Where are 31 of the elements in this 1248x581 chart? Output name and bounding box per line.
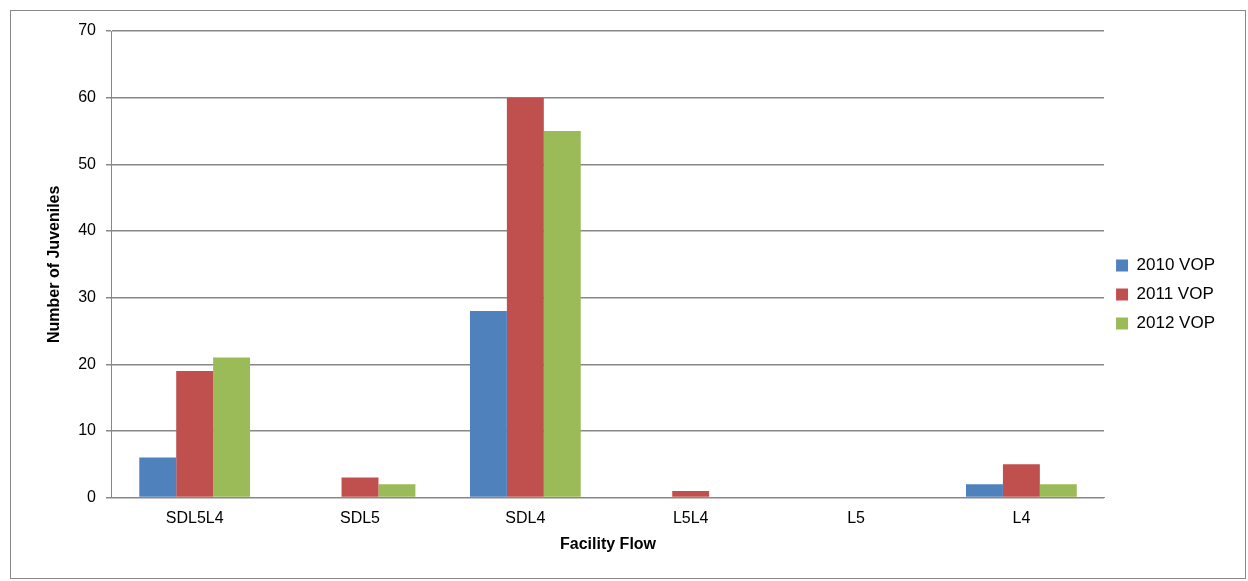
y-tick-label: 10 bbox=[78, 421, 97, 439]
bar bbox=[378, 484, 416, 497]
bar bbox=[213, 357, 251, 497]
y-tick-label: 50 bbox=[78, 154, 97, 172]
x-tick-label: SDL4 bbox=[505, 508, 546, 526]
x-tick-label: SDL5 bbox=[340, 508, 381, 526]
bar bbox=[469, 310, 507, 497]
bar bbox=[543, 130, 581, 497]
bar bbox=[1039, 484, 1077, 497]
bar bbox=[341, 477, 379, 497]
bar bbox=[672, 490, 710, 497]
y-tick-label: 40 bbox=[78, 221, 97, 239]
bar bbox=[506, 97, 544, 497]
x-axis-title: Facility Flow bbox=[560, 534, 657, 552]
x-tick-label: L4 bbox=[1012, 508, 1031, 526]
bar bbox=[139, 457, 177, 497]
x-tick-label: L5 bbox=[847, 508, 866, 526]
y-tick-label: 70 bbox=[78, 21, 97, 39]
y-tick-label: 60 bbox=[78, 88, 97, 106]
bar bbox=[966, 484, 1003, 497]
bar bbox=[176, 370, 214, 497]
y-tick-label: 0 bbox=[87, 488, 97, 506]
legend-label: 2011 VOP bbox=[1136, 284, 1214, 304]
bar bbox=[1002, 464, 1040, 497]
legend-label: 2010 VOP bbox=[1136, 255, 1216, 275]
x-tick-label: L5L4 bbox=[672, 508, 709, 526]
y-tick-label: 30 bbox=[78, 288, 97, 306]
legend-label: 2012 VOP bbox=[1136, 313, 1216, 333]
x-tick-label: SDL5L4 bbox=[165, 508, 224, 526]
y-axis-title: Number of Juveniles bbox=[45, 185, 63, 343]
y-tick-label: 20 bbox=[78, 354, 97, 372]
